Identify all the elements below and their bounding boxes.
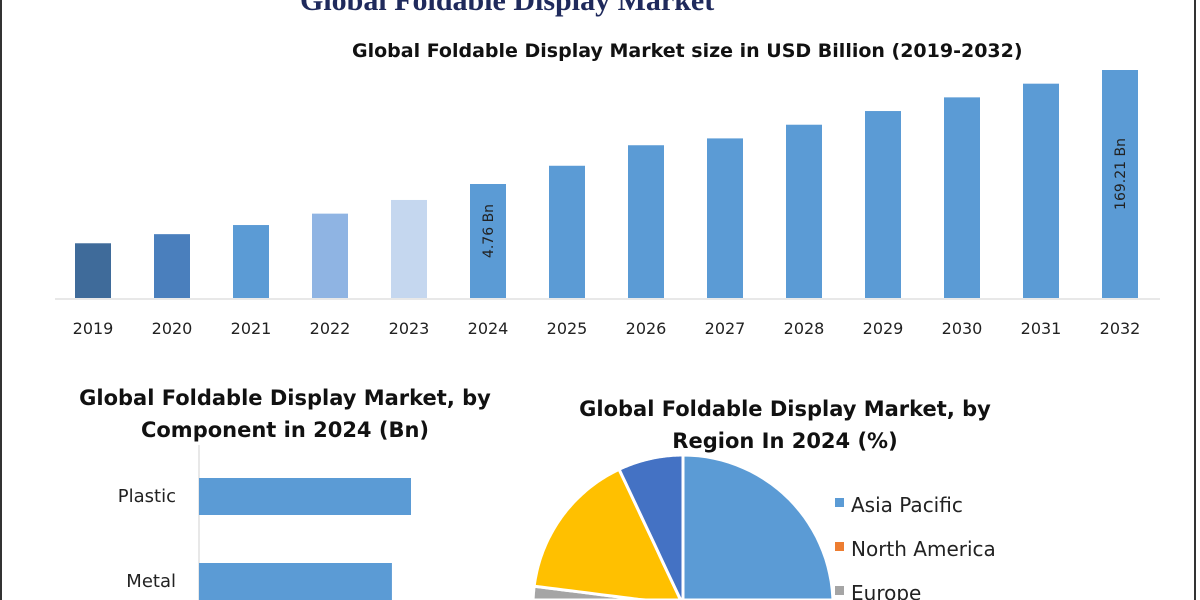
x-tick-2026: 2026 <box>626 319 667 338</box>
legend-swatch-north-america <box>835 542 844 551</box>
x-tick-2029: 2029 <box>863 319 904 338</box>
x-tick-2022: 2022 <box>310 319 351 338</box>
x-tick-2021: 2021 <box>231 319 272 338</box>
bar-2022 <box>312 213 348 298</box>
legend-label-europe: Europe <box>851 581 921 600</box>
bar-metal <box>199 563 392 600</box>
bar-plastic <box>199 478 411 515</box>
x-tick-2019: 2019 <box>73 319 114 338</box>
bar-2032 <box>1102 70 1138 298</box>
category-label-plastic: Plastic <box>118 486 176 507</box>
bar-2028 <box>786 124 822 298</box>
bar-2030 <box>944 97 980 298</box>
data-label-2032: 169.21 Bn <box>1113 138 1129 210</box>
legend-label-asia-pacific: Asia Pacific <box>851 493 963 517</box>
x-tick-2028: 2028 <box>784 319 825 338</box>
bar-2031 <box>1023 83 1059 299</box>
x-tick-2020: 2020 <box>152 319 193 338</box>
bar-2024 <box>470 184 506 298</box>
component-chart-title: Global Foldable Display Market, by Compo… <box>79 386 491 442</box>
pie-slice-4 <box>617 453 685 600</box>
x-tick-2023: 2023 <box>389 319 430 338</box>
legend-swatch-asia-pacific <box>835 498 844 507</box>
bar-2021 <box>233 225 269 298</box>
legend-label-north-america: North America <box>851 537 996 561</box>
x-tick-2027: 2027 <box>705 319 746 338</box>
main-title: Global Foldable Display Market <box>300 0 715 17</box>
bar-2019 <box>75 243 111 298</box>
bar-2027 <box>707 138 743 298</box>
data-label-2024: 4.76 Bn <box>481 204 497 258</box>
x-tick-2031: 2031 <box>1021 319 1062 338</box>
bar-2020 <box>154 234 190 298</box>
x-tick-2025: 2025 <box>547 319 588 338</box>
bar-2026 <box>628 145 664 298</box>
bar-2025 <box>549 165 585 298</box>
pie-slice-asia-pacific <box>681 453 835 600</box>
legend-swatch-europe <box>835 586 844 595</box>
bar-chart-title: Global Foldable Display Market size in U… <box>352 40 1023 62</box>
category-label-metal: Metal <box>126 571 176 592</box>
region-chart-title: Global Foldable Display Market, by Regio… <box>579 397 991 453</box>
bar-2029 <box>865 111 901 298</box>
x-tick-2024: 2024 <box>468 319 509 338</box>
x-tick-2032: 2032 <box>1100 319 1141 338</box>
x-tick-2030: 2030 <box>942 319 983 338</box>
bar-2023 <box>391 199 427 298</box>
